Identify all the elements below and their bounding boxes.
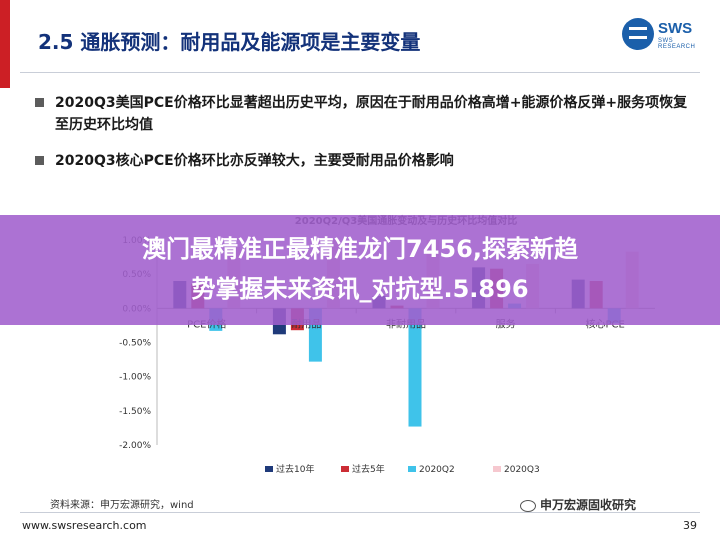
bullet-square-icon bbox=[35, 156, 44, 165]
logo-text: SWS bbox=[658, 20, 693, 37]
footer-divider bbox=[20, 512, 700, 513]
wechat-label-text: 申万宏源固收研究 bbox=[540, 498, 637, 512]
wechat-label: 申万宏源固收研究 bbox=[520, 496, 636, 513]
y-tick-label: -1.50% bbox=[119, 407, 151, 417]
page-number: 39 bbox=[683, 519, 697, 532]
bullet-text: 2020Q3核心PCE价格环比亦反弹较大，主要受耐用品价格影响 bbox=[55, 153, 454, 169]
y-tick-label: -1.00% bbox=[119, 373, 151, 383]
legend-label: 2020Q3 bbox=[504, 465, 540, 475]
overlay-banner: 澳门最精准正最精准龙门7456,探索新趋 势掌握未来资讯_对抗型.5.896 bbox=[0, 215, 720, 325]
bullet-text: 2020Q3美国PCE价格环比显著超出历史平均，原因在于耐用品价格高增+能源价格… bbox=[55, 95, 688, 133]
wechat-icon bbox=[520, 499, 536, 512]
bar bbox=[408, 308, 422, 427]
legend-swatch bbox=[341, 466, 349, 472]
legend-swatch bbox=[408, 466, 416, 472]
left-accent-bar bbox=[0, 0, 10, 88]
legend-swatch bbox=[265, 466, 273, 472]
logo-subtext: SWS RESEARCH bbox=[658, 38, 696, 50]
page-title: 2.5 通胀预测：耐用品及能源项是主要变量 bbox=[38, 30, 421, 54]
legend-label: 过去10年 bbox=[276, 463, 314, 475]
legend-label: 2020Q2 bbox=[419, 465, 455, 475]
source-note: 资料来源：申万宏源研究，wind bbox=[50, 500, 194, 511]
footer-url[interactable]: www.swsresearch.com bbox=[22, 519, 147, 532]
overlay-line-1: 澳门最精准正最精准龙门7456,探索新趋 bbox=[142, 235, 578, 263]
header-divider bbox=[20, 72, 700, 73]
sws-logo: SWS SWS RESEARCH bbox=[622, 18, 712, 52]
bullet-square-icon bbox=[35, 98, 44, 107]
legend-label: 过去5年 bbox=[352, 463, 385, 475]
overlay-line-2: 势掌握未来资讯_对抗型.5.896 bbox=[191, 275, 529, 303]
y-tick-label: -2.00% bbox=[119, 441, 151, 451]
bullet-item: 2020Q3美国PCE价格环比显著超出历史平均，原因在于耐用品价格高增+能源价格… bbox=[35, 92, 695, 136]
bullet-item: 2020Q3核心PCE价格环比亦反弹较大，主要受耐用品价格影响 bbox=[35, 150, 695, 172]
logo-mark-icon bbox=[622, 18, 654, 50]
legend-swatch bbox=[493, 466, 501, 472]
y-tick-label: -0.50% bbox=[119, 339, 151, 349]
